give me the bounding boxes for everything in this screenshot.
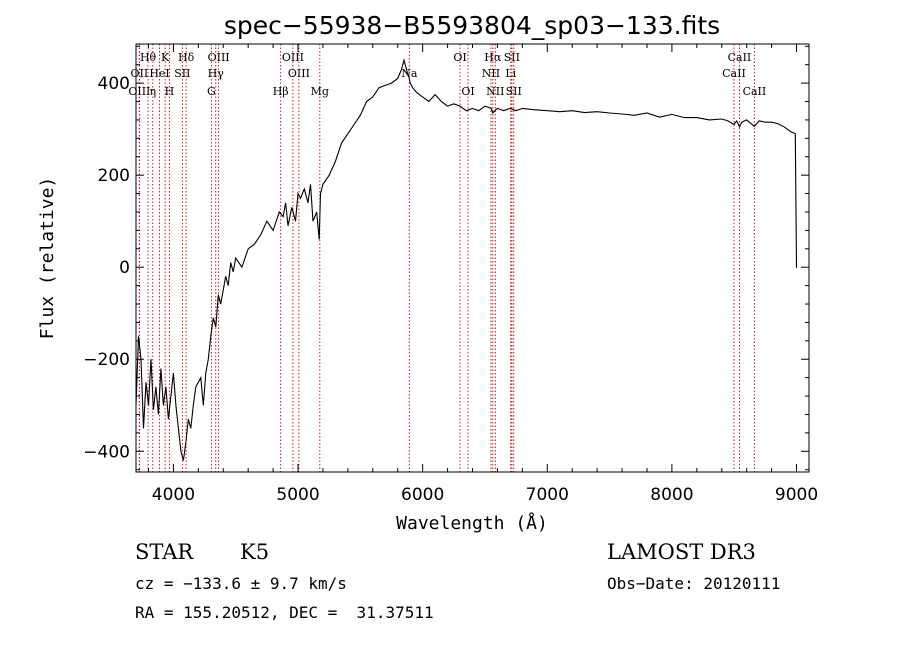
y-tick-label: 200: [98, 166, 130, 186]
line-marker-label: Mg: [311, 85, 329, 98]
line-marker-label: OIII: [288, 67, 310, 80]
object-class: STAR: [135, 540, 194, 564]
x-axis-ticks: 4000 5000 6000 7000 8000 9000: [147, 44, 818, 505]
line-marker-label: CaII: [743, 85, 767, 98]
line-marker-label: Na: [401, 67, 418, 80]
line-marker-label: Hθ: [140, 51, 157, 64]
line-marker-label: OIII: [208, 51, 230, 64]
y-tick-label: −200: [83, 350, 130, 370]
redshift-readout: cz = −133.6 ± 9.7 km/s: [135, 574, 347, 593]
x-tick-label: 4000: [152, 485, 195, 505]
line-marker-label: K: [161, 51, 170, 64]
chart-title: spec−55938−B5593804_sp03−133.fits: [224, 11, 720, 40]
line-marker-label: Hα: [484, 51, 502, 64]
x-tick-label: 7000: [526, 485, 569, 505]
y-axis-ticks: −400 −200 0 200 400: [83, 45, 809, 471]
object-subclass: K5: [240, 540, 270, 564]
line-marker-label: CaII: [722, 67, 746, 80]
observation-date: Obs−Date: 20120111: [607, 574, 781, 593]
y-tick-label: 0: [119, 258, 130, 278]
coordinates-readout: RA = 155.20512, DEC = 31.37511: [135, 603, 434, 622]
spectrum-line: [135, 57, 798, 461]
line-marker-label: η: [150, 85, 157, 98]
line-marker-label: NII: [482, 67, 500, 80]
x-tick-label: 9000: [775, 485, 818, 505]
line-marker-label: G: [207, 85, 216, 98]
x-tick-label: 5000: [276, 485, 319, 505]
y-tick-label: 400: [98, 74, 130, 94]
x-tick-label: 6000: [401, 485, 444, 505]
line-marker-label: SII: [174, 67, 190, 80]
line-marker-label: HeI: [149, 67, 169, 80]
line-marker-label: Li: [505, 67, 516, 80]
line-marker-label: SII: [504, 51, 520, 64]
line-marker-label: Hδ: [178, 51, 195, 64]
line-marker-label: OIII: [128, 85, 150, 98]
line-marker-label: OI: [453, 51, 466, 64]
x-tick-label: 8000: [650, 485, 693, 505]
y-tick-label: −400: [83, 442, 130, 462]
y-axis-label: Flux (relative): [37, 177, 58, 340]
line-marker-label: Hγ: [208, 67, 225, 80]
plot-frame: [135, 43, 810, 473]
line-marker-label: OIII: [282, 51, 304, 64]
line-marker-label: NII: [486, 85, 504, 98]
line-marker-label: H: [165, 85, 175, 98]
line-marker-label: CaII: [728, 51, 752, 64]
line-marker-label: Hβ: [273, 85, 289, 98]
line-marker-label: SII: [506, 85, 522, 98]
line-marker-label: OI: [461, 85, 474, 98]
x-axis-label: Wavelength (Å): [396, 512, 548, 534]
survey-name: LAMOST DR3: [607, 540, 756, 564]
